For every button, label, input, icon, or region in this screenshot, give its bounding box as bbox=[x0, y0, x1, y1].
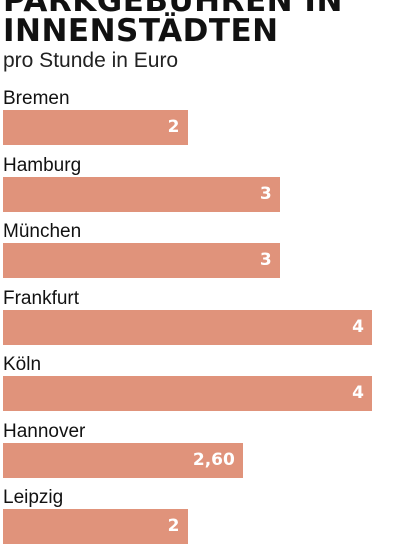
category-label: Hannover bbox=[3, 420, 86, 442]
bar-value-label: 3 bbox=[259, 183, 272, 204]
bar-value-label: 4 bbox=[352, 383, 364, 403]
bar: 3 bbox=[3, 176, 280, 212]
bar-row: Hannover 2,60 bbox=[3, 421, 403, 488]
bar: 3 bbox=[3, 243, 280, 278]
bar-chart: Bremen 2 Hamburg 3 München 3 Frankfurt 4 Köln 4 Ha… bbox=[3, 88, 403, 554]
bar: 2,60 bbox=[3, 442, 243, 478]
bar-row: Bremen 2 bbox=[3, 88, 403, 155]
bar-value-label: 2,60 bbox=[192, 449, 235, 470]
bar-value-label: 4 bbox=[352, 316, 364, 337]
category-label: Hamburg bbox=[3, 154, 82, 176]
category-label: Leipzig bbox=[3, 487, 64, 508]
category-label: Bremen bbox=[3, 88, 70, 109]
category-label: Frankfurt bbox=[3, 287, 80, 309]
bar: 2 bbox=[3, 509, 188, 544]
chart-header: Parkgebühren in Innenstädten pro Stunde … bbox=[3, 0, 414, 72]
bar-value-label: 2 bbox=[167, 117, 180, 137]
category-label: München bbox=[3, 221, 82, 242]
bar-row: Leipzig 2 bbox=[3, 487, 403, 554]
bar-value-label: 2 bbox=[167, 516, 180, 536]
bar: 4 bbox=[3, 376, 372, 411]
category-label: Köln bbox=[3, 354, 42, 375]
chart-subtitle: pro Stunde in Euro bbox=[3, 49, 179, 72]
bar-row: München 3 bbox=[3, 221, 403, 288]
bar-row: Hamburg 3 bbox=[3, 155, 403, 222]
bar-row: Frankfurt 4 bbox=[3, 288, 403, 355]
chart-title: Parkgebühren in Innenstädten bbox=[3, 0, 343, 49]
bar-row: Köln 4 bbox=[3, 354, 403, 421]
bar: 4 bbox=[3, 309, 372, 345]
bar-value-label: 3 bbox=[259, 250, 272, 270]
bar: 2 bbox=[3, 110, 188, 145]
